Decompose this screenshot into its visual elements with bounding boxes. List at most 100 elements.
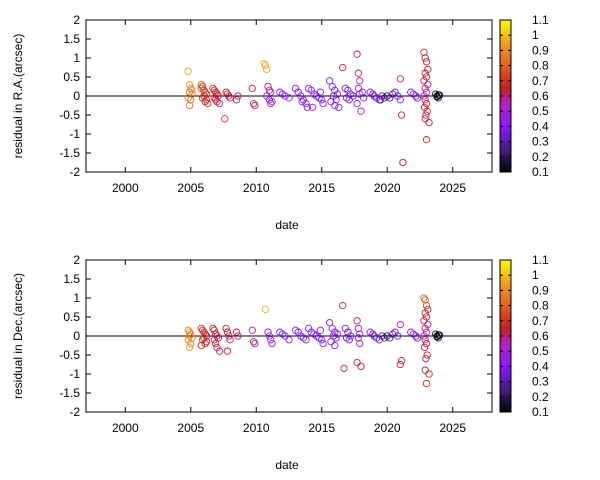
data-point [434, 91, 442, 99]
ra-residual-panel: residual in R.A.(arcsec) date -2 -1.5 -1 -0… [11, 13, 549, 232]
data-point [341, 324, 349, 333]
data-point [421, 366, 429, 374]
data-point [422, 379, 431, 388]
data-point [265, 332, 274, 340]
data-point [184, 67, 192, 75]
data-point [307, 86, 315, 94]
y-tick-label: -1.5 [59, 386, 80, 400]
y-axis-label: residual in Dec.(arcsec) [11, 273, 25, 399]
data-point [200, 334, 208, 342]
data-point [353, 358, 361, 367]
data-point [354, 324, 363, 333]
data-point [225, 92, 233, 100]
x-tick-label: 2000 [112, 181, 139, 195]
data-point [377, 96, 385, 104]
data-point [356, 330, 364, 338]
colorbar-tick-label: 0.1 [532, 405, 549, 419]
data-point [345, 336, 353, 344]
data-point [346, 332, 355, 340]
data-point [340, 364, 348, 372]
colorbar-tick-label: 0.7 [532, 314, 549, 328]
data-point [226, 336, 234, 344]
data-point [188, 334, 196, 342]
data-point [204, 99, 212, 108]
data-point [422, 313, 431, 321]
data-point [212, 339, 220, 348]
data-point [423, 351, 431, 359]
data-point [248, 84, 256, 93]
data-point [304, 324, 313, 333]
data-point [319, 339, 327, 348]
data-point [345, 96, 353, 104]
y-tick-label: 2 [73, 13, 80, 27]
x-tick-label: 2015 [308, 421, 335, 435]
y-tick-label: -1 [69, 367, 80, 381]
colorbar-tick-label: 0.6 [532, 89, 549, 103]
data-point [267, 99, 275, 108]
y-tick-label: -1.5 [59, 146, 80, 160]
data-point [331, 341, 339, 350]
data-point [223, 347, 232, 355]
data-point [421, 336, 429, 344]
data-point [200, 328, 208, 336]
data-point [420, 103, 429, 112]
data-point [210, 94, 218, 102]
data-point [413, 334, 421, 342]
data-point [424, 305, 432, 314]
data-point [267, 88, 275, 96]
data-point [396, 75, 404, 83]
colorbar-tick-label: 0.1 [532, 165, 549, 179]
data-point [232, 96, 241, 104]
data-point [422, 355, 430, 363]
data-point [327, 98, 335, 106]
data-point [344, 328, 352, 336]
data-point [202, 96, 211, 104]
data-point [212, 330, 220, 338]
y-tick-label: 1 [73, 291, 80, 305]
data-point [327, 338, 335, 346]
data-point [198, 94, 207, 102]
data-point [197, 324, 205, 333]
data-point [212, 96, 220, 104]
data-point [281, 92, 289, 100]
data-point [422, 328, 431, 336]
colorbar-tick-label: 0.3 [532, 375, 549, 389]
colorbar-tick-label: 1.1 [532, 13, 549, 27]
data-point [201, 339, 209, 348]
y-tick-label: 2 [73, 253, 80, 267]
data-point [210, 336, 218, 344]
data-point [333, 90, 342, 98]
data-point [198, 336, 207, 344]
data-point [200, 92, 208, 100]
data-point [210, 86, 218, 94]
data-point [264, 82, 272, 91]
data-point [420, 294, 428, 302]
x-axis-label: date [275, 458, 299, 472]
data-point [412, 332, 420, 340]
x-tick-label: 2025 [439, 421, 466, 435]
data-point [339, 301, 347, 310]
x-axis-label: date [275, 218, 299, 232]
data-point [261, 61, 270, 70]
colorbar-tick-label: 0.9 [532, 283, 549, 297]
data-point [396, 320, 404, 329]
colorbar-tick-label: 0.8 [532, 299, 549, 313]
y-tick-label: -0.5 [59, 348, 80, 362]
data-point [213, 90, 221, 98]
data-point [412, 92, 420, 100]
data-point [421, 69, 429, 77]
y-tick-label: 0 [73, 329, 80, 343]
data-point [397, 357, 406, 365]
data-point [357, 107, 365, 115]
data-point [356, 339, 364, 348]
y-tick-label: -1 [69, 127, 80, 141]
data-point [424, 80, 432, 89]
data-point [225, 332, 233, 340]
data-point [248, 326, 256, 334]
y-tick-label: 1 [73, 51, 80, 65]
colorbar-tick-label: 1 [532, 28, 539, 42]
data-point [187, 96, 195, 104]
data-point [421, 84, 429, 93]
data-point [354, 69, 363, 77]
